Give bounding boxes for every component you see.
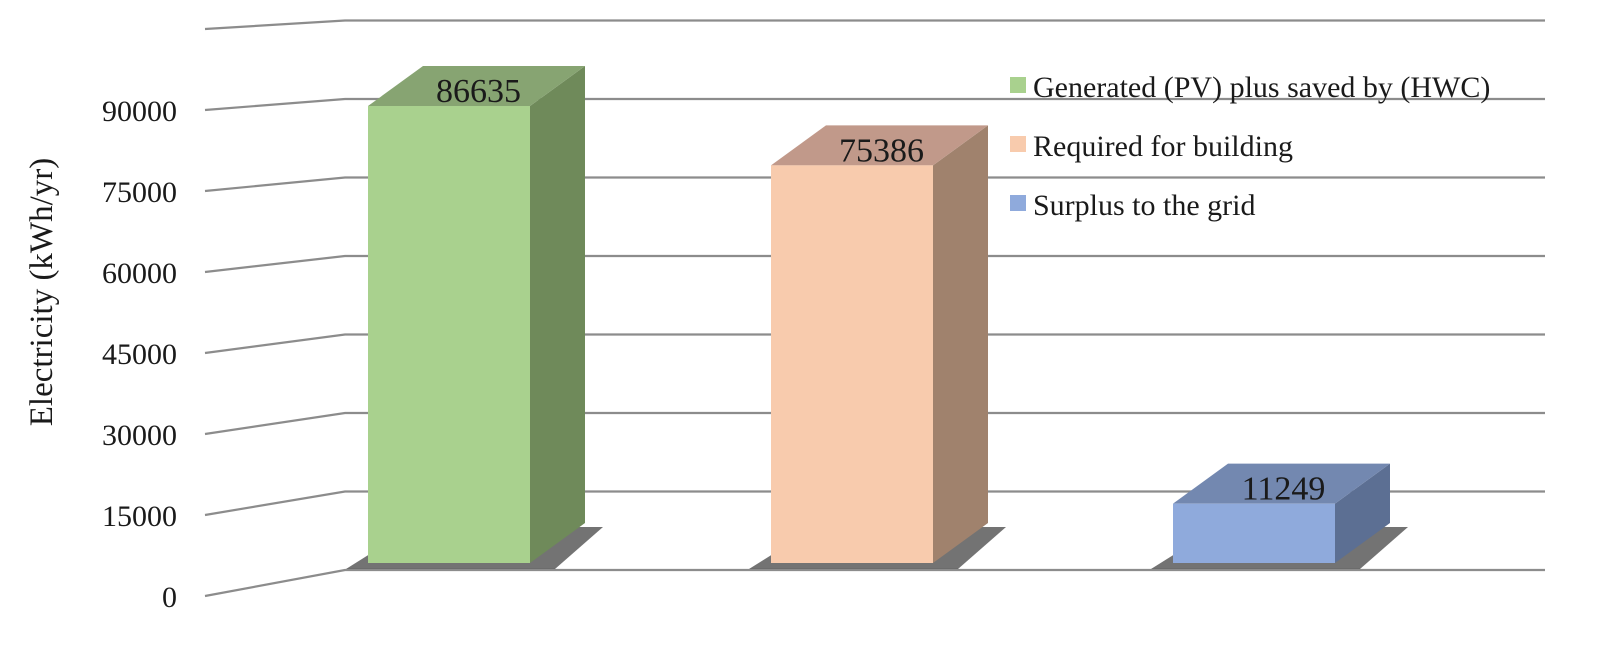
data-label: 75386 (839, 132, 924, 169)
bar-side (1335, 463, 1390, 563)
gridline (204, 490, 1545, 517)
gridline (204, 411, 1545, 436)
legend-swatch (1010, 136, 1026, 152)
y-tick-label: 45000 (102, 338, 177, 371)
legend: Generated (PV) plus saved by (HWC) Requir… (1010, 71, 1490, 222)
y-tick-label: 15000 (102, 500, 177, 533)
bar (368, 106, 530, 563)
data-label: 11249 (1242, 471, 1326, 508)
gridline (204, 333, 1545, 355)
bar-top (368, 66, 585, 106)
gridline (204, 19, 1545, 31)
gridline (204, 97, 1545, 112)
bar-top (771, 125, 988, 166)
data-labels: 86635 75386 11249 (436, 73, 1325, 508)
legend-entry: Generated (PV) plus saved by (HWC) (1033, 71, 1490, 104)
bar-top (1173, 463, 1390, 504)
gridlines (204, 19, 1545, 598)
y-tick-label: 0 (162, 581, 177, 614)
y-tick-label: 60000 (102, 257, 177, 290)
bar (1173, 503, 1335, 563)
y-axis-title: Electricity (kWh/yr) (24, 158, 60, 426)
bars (346, 66, 1408, 569)
y-tick-label: 30000 (102, 419, 177, 452)
gridline (204, 254, 1545, 274)
legend-swatch (1010, 77, 1026, 93)
data-label: 86635 (436, 73, 521, 110)
legend-entry: Required for building (1033, 130, 1293, 163)
legend-entry: Surplus to the grid (1033, 189, 1256, 222)
y-tick-label: 90000 (102, 95, 177, 128)
bar (771, 165, 933, 564)
legend-swatch (1010, 195, 1026, 211)
bar-side (530, 66, 585, 563)
gridline (204, 568, 1545, 598)
y-axis-ticks: 0 15000 30000 45000 60000 75000 90000 (102, 95, 177, 614)
gridline (204, 176, 1545, 193)
y-tick-label: 75000 (102, 176, 177, 209)
bar-side (933, 125, 988, 563)
